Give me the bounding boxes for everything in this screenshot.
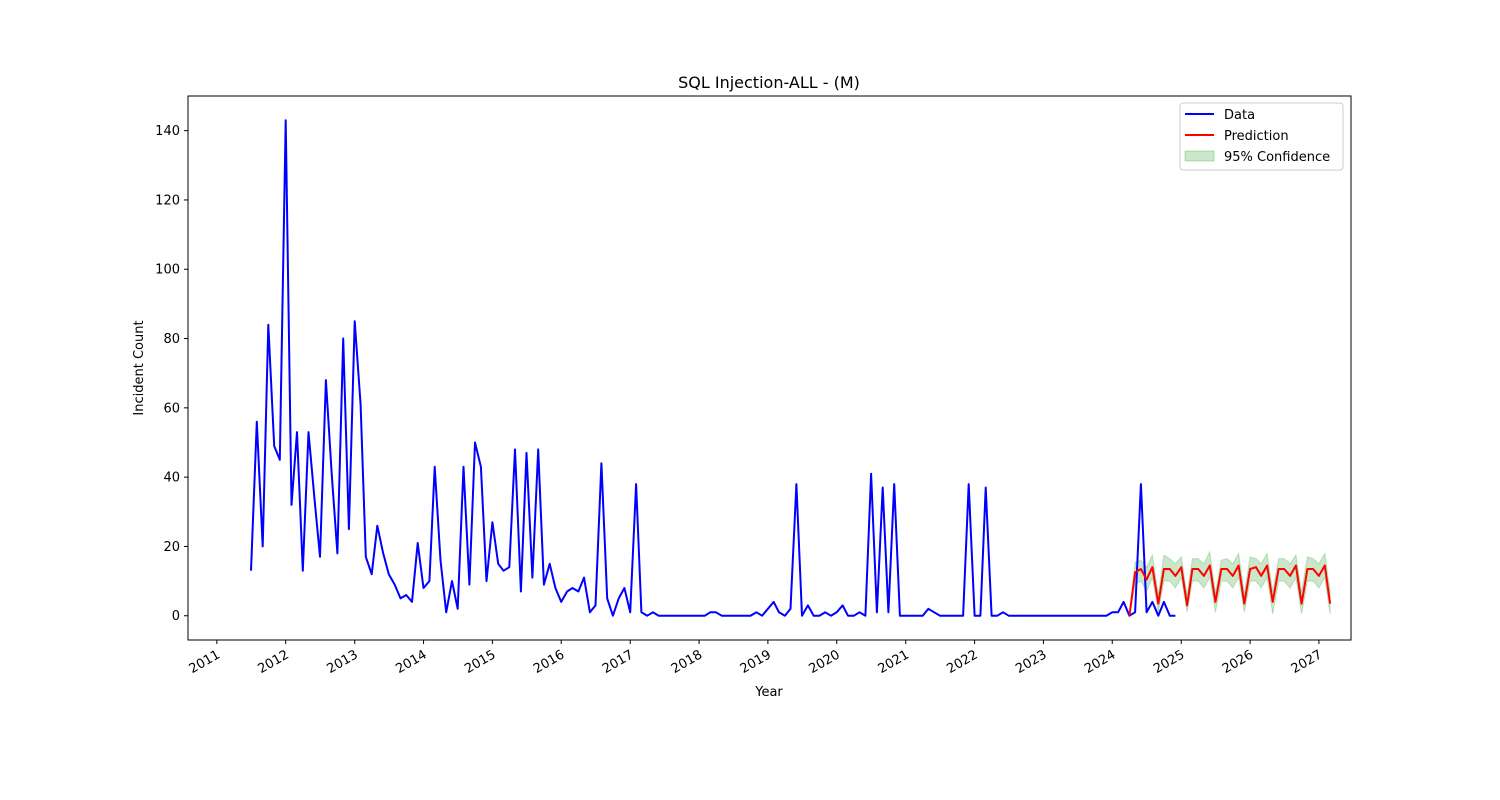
- legend-prediction-label: Prediction: [1224, 129, 1289, 144]
- legend-data-label: Data: [1224, 108, 1255, 123]
- y-tick-label: 40: [163, 471, 180, 486]
- legend-confidence-swatch: [1184, 150, 1215, 162]
- y-tick-label: 80: [163, 332, 180, 347]
- y-tick-label: 0: [172, 609, 180, 624]
- data-line: [250, 119, 1176, 617]
- legend-confidence-label: 95% Confidence: [1224, 150, 1330, 165]
- axes-frame: [187, 95, 1352, 641]
- plot-area: [250, 119, 1332, 617]
- y-tick-label: 120: [155, 193, 180, 208]
- x-axis-label: Year: [754, 685, 783, 700]
- y-tick-label: 100: [155, 263, 180, 278]
- y-tick-label: 60: [163, 401, 180, 416]
- prediction-line: [1128, 564, 1332, 616]
- legend: Data Prediction 95% Confidence: [1179, 102, 1344, 171]
- y-tick-label: 20: [163, 540, 180, 555]
- chart-title: SQL Injection-ALL - (M): [678, 73, 860, 92]
- legend-box: [1179, 102, 1344, 171]
- y-tick-label: 140: [155, 124, 180, 139]
- y-axis-label: Incident Count: [132, 320, 147, 415]
- y-axis: 0 20 40 60 80 100 120 140: [155, 124, 188, 624]
